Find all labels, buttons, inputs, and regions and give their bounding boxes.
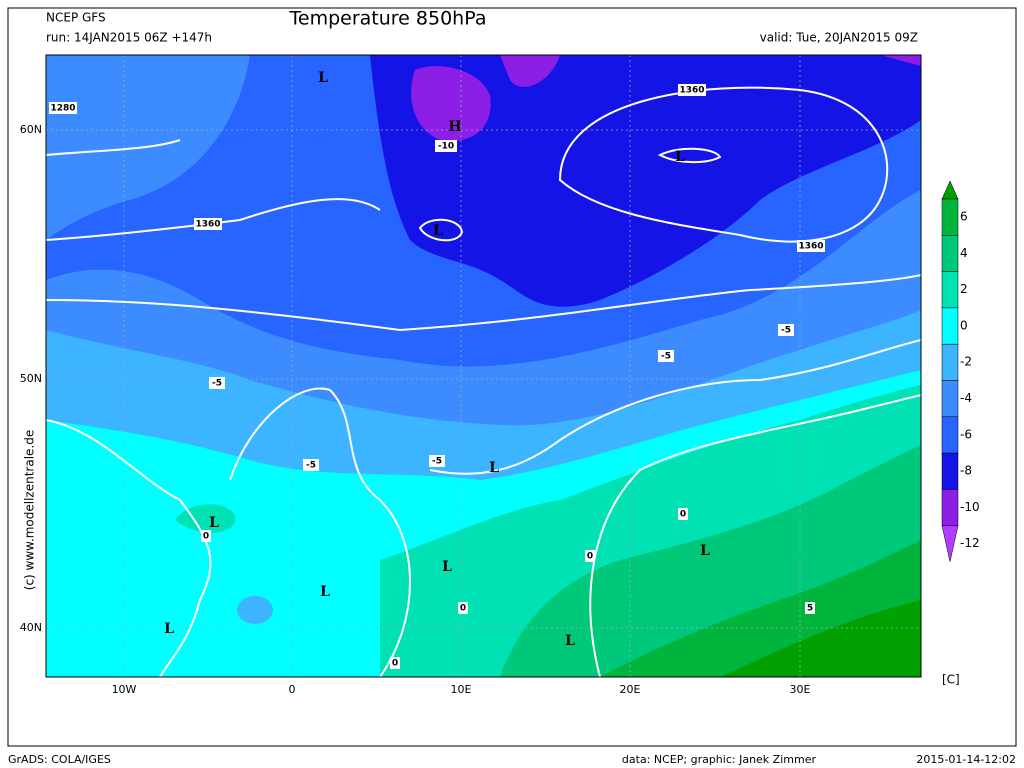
contour-label: -5 [661,352,671,362]
latitude-label: 50N [20,372,42,385]
colorbar-label: 0 [960,318,968,332]
contour-label: -5 [432,457,442,467]
contour-label-box [778,324,794,336]
contour-label-box [201,530,211,542]
footer-source: data: NCEP; graphic: Janek Zimmer [622,753,817,766]
latitude-label: 60N [20,123,42,136]
pressure-center: L [433,223,443,239]
contour-label-box [678,508,688,520]
field-region [411,55,921,141]
longitude-label: 10W [112,683,137,696]
colorbar-swatch [941,235,959,272]
colorbar-label: -4 [960,391,972,405]
pressure-center: L [320,584,330,600]
colorbar-swatch [941,198,959,236]
pressure-center: L [164,621,174,637]
contour-label-box [435,140,457,152]
map-border [45,54,922,678]
contour-label-box [303,459,319,471]
colorbar-label: 4 [960,246,968,260]
contour-label: 1360 [195,220,220,230]
graticule [46,55,921,677]
run-info: run: 14JAN2015 06Z +147h [46,31,212,45]
contour-label: 5 [807,604,813,614]
contour-label-box [658,350,674,362]
contour-label: 1280 [50,104,75,114]
contour-label-box [429,455,445,467]
latitude-label: 40N [20,621,42,634]
field-region [720,600,921,677]
contour-label-box [194,218,222,230]
contour-label-box [678,84,706,96]
pressure-center: L [318,70,328,86]
colorbar-label: 2 [960,282,968,296]
contour-label: 1360 [798,242,823,252]
colorbar-label: -2 [960,355,972,369]
contour-label-box [49,102,77,114]
height-contours [46,86,921,677]
colorbar-swatch [941,307,959,345]
contour-label-box [805,602,815,614]
contour-label: -5 [781,326,791,336]
pressure-center: L [489,460,499,476]
longitude-label: 20E [620,683,641,696]
footer-timestamp: 2015-01-14-12:02 [916,753,1016,766]
longitude-label: 10E [451,683,472,696]
longitude-label: 30E [790,683,811,696]
valid-time: valid: Tue, 20JAN2015 09Z [760,31,918,45]
pressure-center: L [565,633,575,649]
colorbar-label: -10 [960,500,980,514]
contour-label: 0 [460,604,466,614]
contour-label: 0 [203,532,209,542]
footer-software: GrADS: COLA/IGES [8,753,111,766]
pressure-center: L [209,515,219,531]
field-region [237,596,273,624]
colorbar-label: -6 [960,427,972,441]
colorbar-swatch [941,489,959,526]
contour-label: 0 [392,659,398,669]
pressure-center: H [448,119,461,135]
colorbar-label: 6 [960,210,968,224]
contour-label: -5 [306,461,316,471]
colorbar-arrow [941,525,959,562]
colorbar-swatch [941,380,959,418]
map-title: Temperature 850hPa [289,8,487,30]
map-field [46,55,921,677]
contour-label-box [585,550,595,562]
contour-label: 0 [587,552,593,562]
colorbar-label: -12 [960,536,980,550]
pressure-center: L [700,543,710,559]
contour-label-box [390,657,400,669]
colorbar-unit: [C] [942,673,960,687]
model-name: NCEP GFS [46,11,106,25]
contour-label-box [797,240,825,252]
contour-label: -5 [212,379,222,389]
pressure-center: L [442,559,452,575]
contour-label-box [209,377,225,389]
pressure-center: L [675,149,685,165]
longitude-label: 0 [289,683,296,696]
colorbar-swatch [941,343,959,381]
contour-label: -10 [438,142,454,152]
contour-label: 1360 [679,86,704,96]
colorbar-swatch [941,416,959,454]
colorbar-label: -8 [960,464,972,478]
contour-label-box [458,602,468,614]
credit: (c) www.modellzentrale.de [23,430,37,590]
contour-label: 0 [680,510,686,520]
field-region [370,55,921,307]
colorbar-swatch [941,452,959,490]
colorbar-swatch [941,271,959,309]
